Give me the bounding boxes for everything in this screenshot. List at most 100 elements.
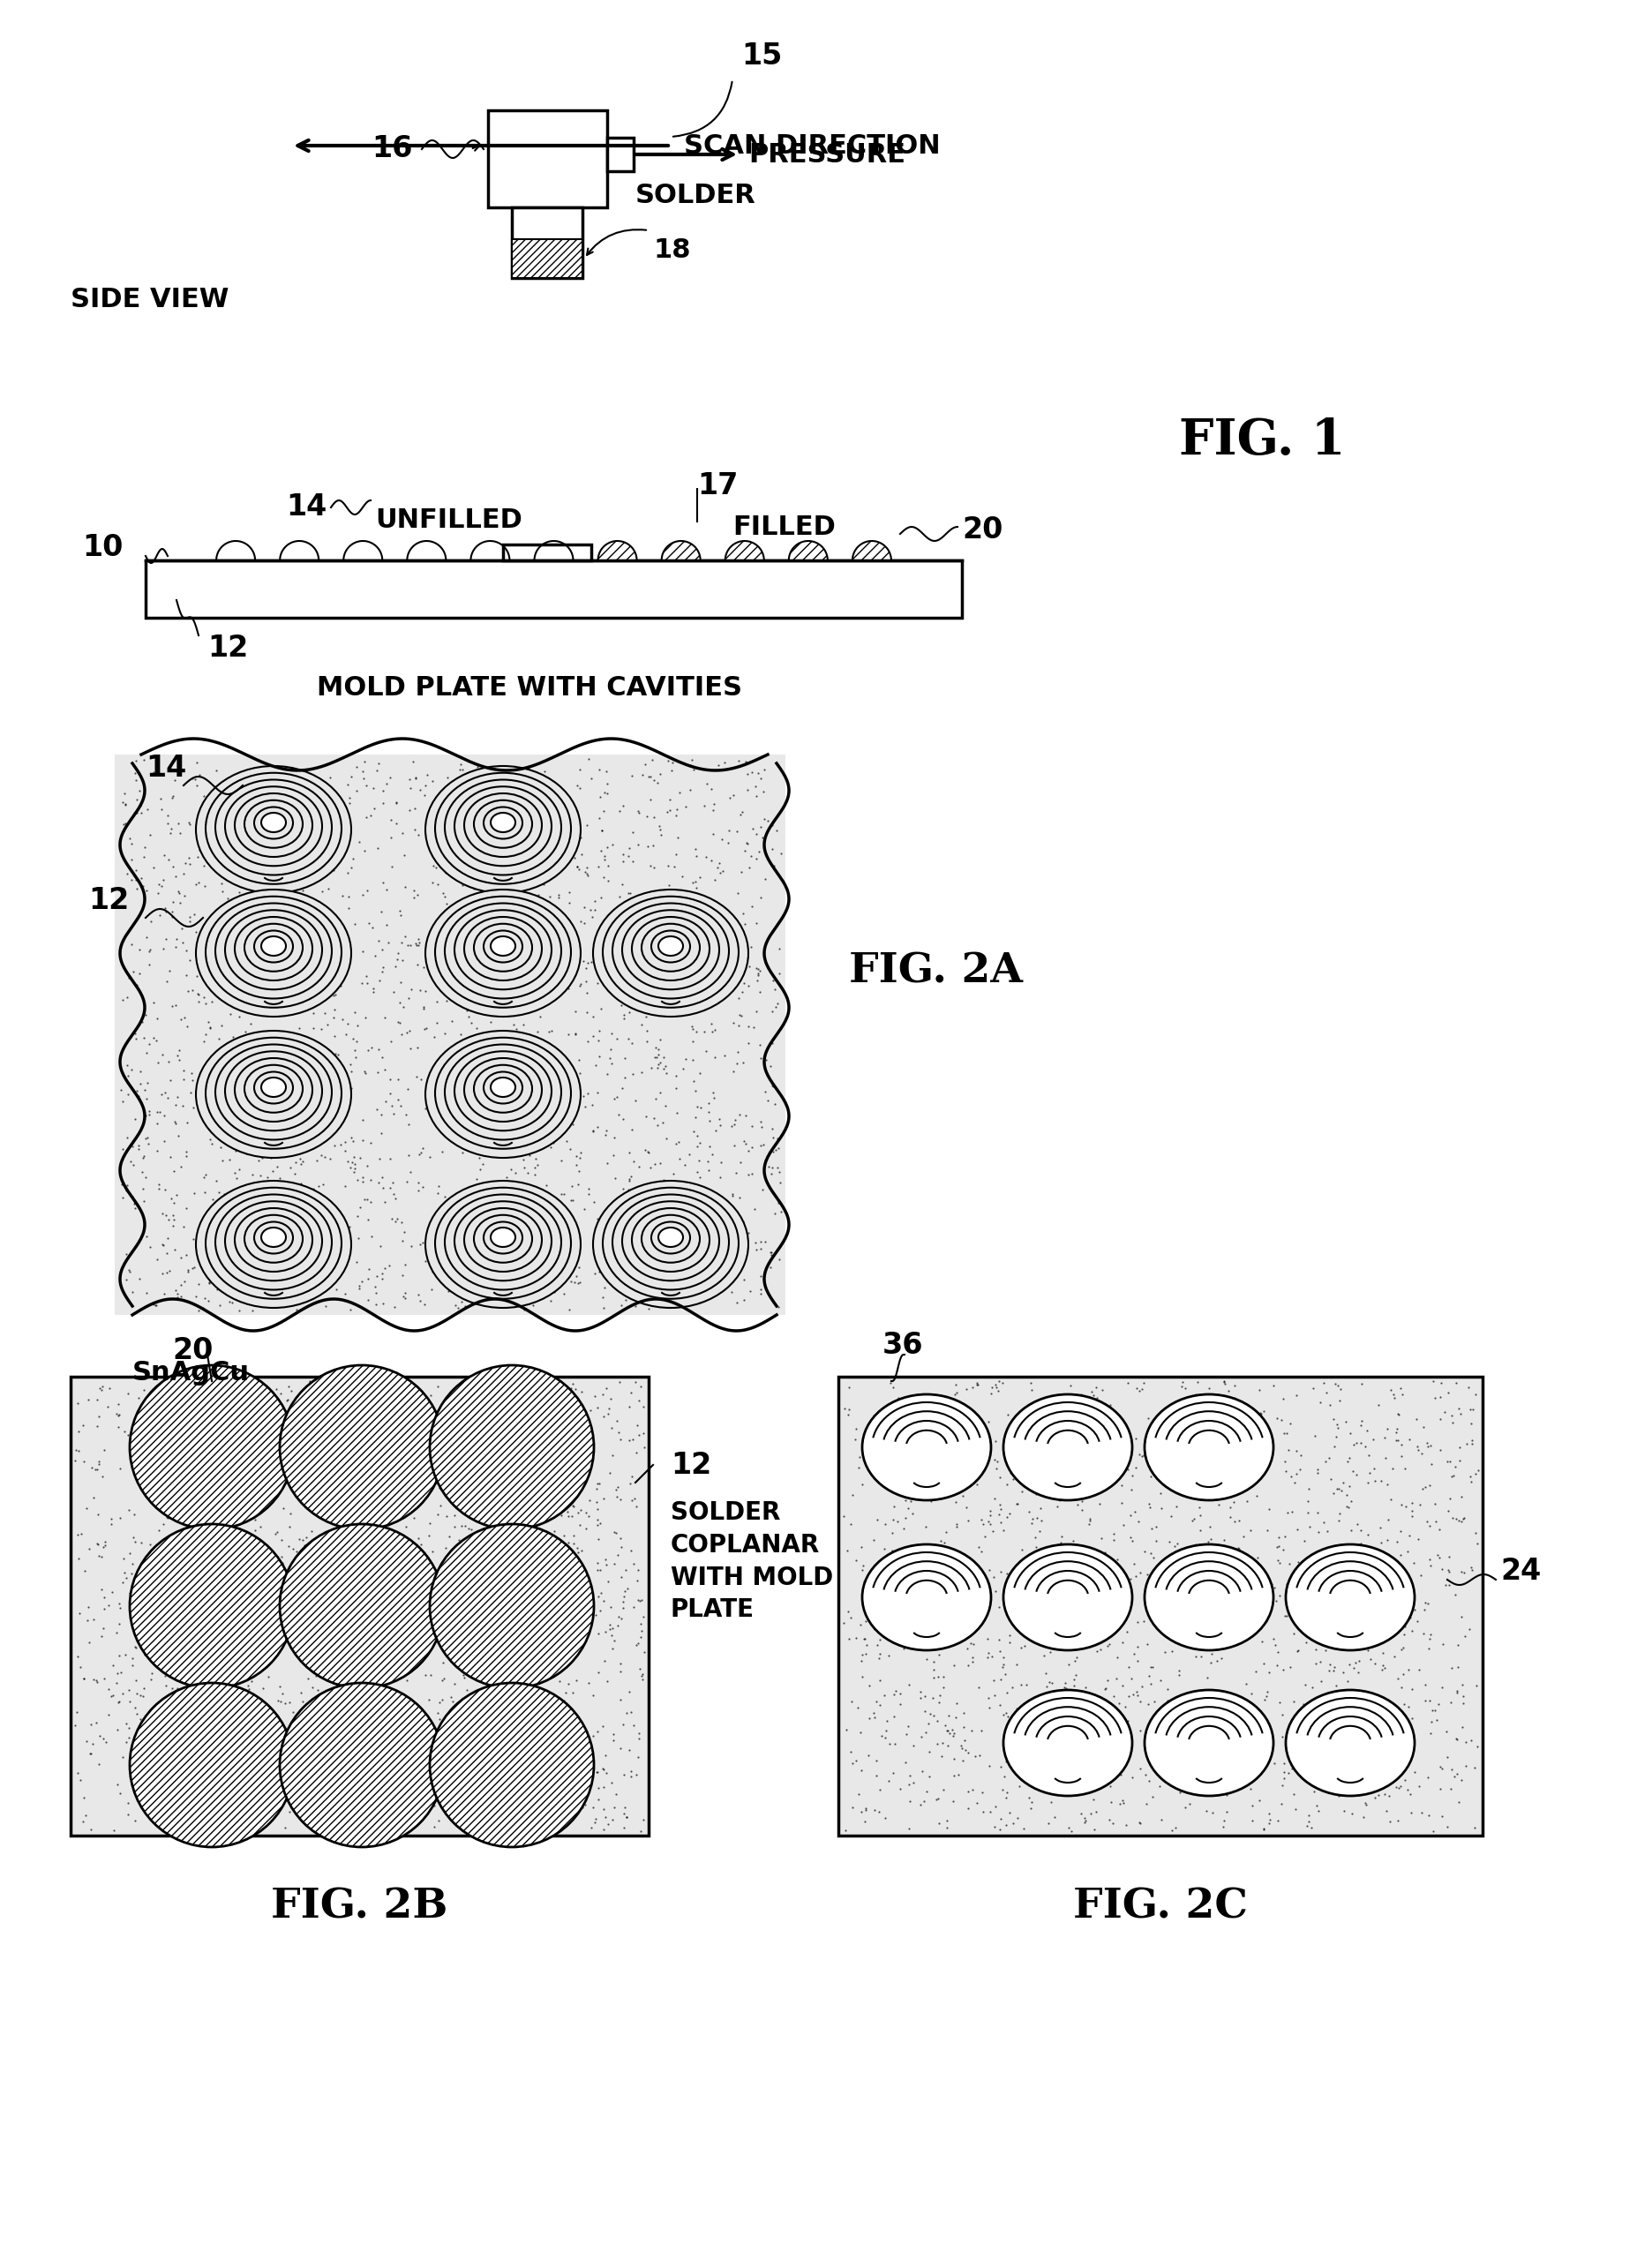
Point [845,1690,871,1726]
Point [1427,1365,1454,1402]
Point [85,1746,111,1783]
Point [1172,1696,1198,1733]
Point [943,1506,969,1542]
Point [607,1601,634,1637]
Point [327,1102,354,1139]
Point [1385,1422,1411,1458]
Point [377,1061,403,1098]
Point [471,846,498,882]
Point [110,1166,136,1202]
Point [1144,1560,1170,1597]
Point [537,1563,563,1599]
Point [625,1270,652,1306]
Point [115,1785,141,1821]
Point [535,1397,561,1433]
Point [156,1783,182,1819]
Point [840,1789,866,1826]
Point [1118,1431,1144,1467]
Point [524,1653,550,1690]
Point [336,1209,362,1245]
Point [1123,1449,1149,1486]
Point [210,873,236,909]
Point [534,1681,560,1717]
Point [748,1259,774,1295]
Text: 14: 14 [286,492,326,522]
Point [195,1592,221,1628]
Point [550,1715,576,1751]
Point [375,1506,401,1542]
Point [332,1447,359,1483]
Point [437,1560,463,1597]
Point [403,760,429,796]
Point [706,748,732,785]
Point [429,919,455,955]
Circle shape [431,1524,594,1687]
Point [160,1685,187,1721]
Point [630,1204,656,1241]
Point [375,1492,401,1529]
Point [704,848,730,885]
Point [149,1195,175,1232]
Point [512,848,539,885]
Point [678,885,704,921]
Point [90,1368,116,1404]
Point [473,1284,499,1320]
Point [267,873,293,909]
Point [187,1581,213,1617]
Point [686,1252,712,1288]
Point [543,957,570,993]
Point [432,1531,458,1567]
Point [635,828,661,864]
Point [169,1404,195,1440]
Point [629,1619,655,1656]
Point [676,1259,702,1295]
Point [1383,1524,1409,1560]
Point [514,1365,540,1402]
Point [282,1168,308,1204]
Point [247,1157,273,1193]
Point [949,1730,976,1767]
Point [601,1513,627,1549]
Point [151,862,177,898]
Point [647,1021,673,1057]
Point [1012,1760,1038,1796]
Point [735,848,761,885]
Point [612,1789,638,1826]
Point [449,900,475,937]
Point [1308,1662,1334,1699]
Point [463,758,489,794]
Point [223,1796,249,1833]
Point [1324,1368,1351,1404]
Point [219,900,246,937]
Point [594,753,620,789]
Point [1373,1411,1400,1447]
Point [1272,1415,1298,1452]
Ellipse shape [1003,1395,1133,1499]
Point [421,1787,447,1823]
Point [471,1168,498,1204]
Point [1387,1370,1413,1406]
Point [321,1538,347,1574]
Point [478,1647,504,1683]
Point [1234,1545,1260,1581]
Point [388,923,414,959]
Point [1319,1597,1346,1633]
Ellipse shape [1285,1545,1414,1651]
Text: 12: 12 [88,885,129,914]
Point [192,778,218,814]
Point [886,1379,912,1415]
Point [445,1522,471,1558]
Point [254,1286,280,1322]
Point [429,1424,455,1461]
Point [966,1529,992,1565]
Point [537,1129,563,1166]
Point [439,903,465,939]
Point [442,1497,468,1533]
Point [750,773,776,810]
Point [198,966,224,1002]
Point [724,1284,750,1320]
Point [575,1170,601,1207]
Point [288,1674,314,1710]
Point [182,1175,208,1211]
Point [175,839,201,875]
